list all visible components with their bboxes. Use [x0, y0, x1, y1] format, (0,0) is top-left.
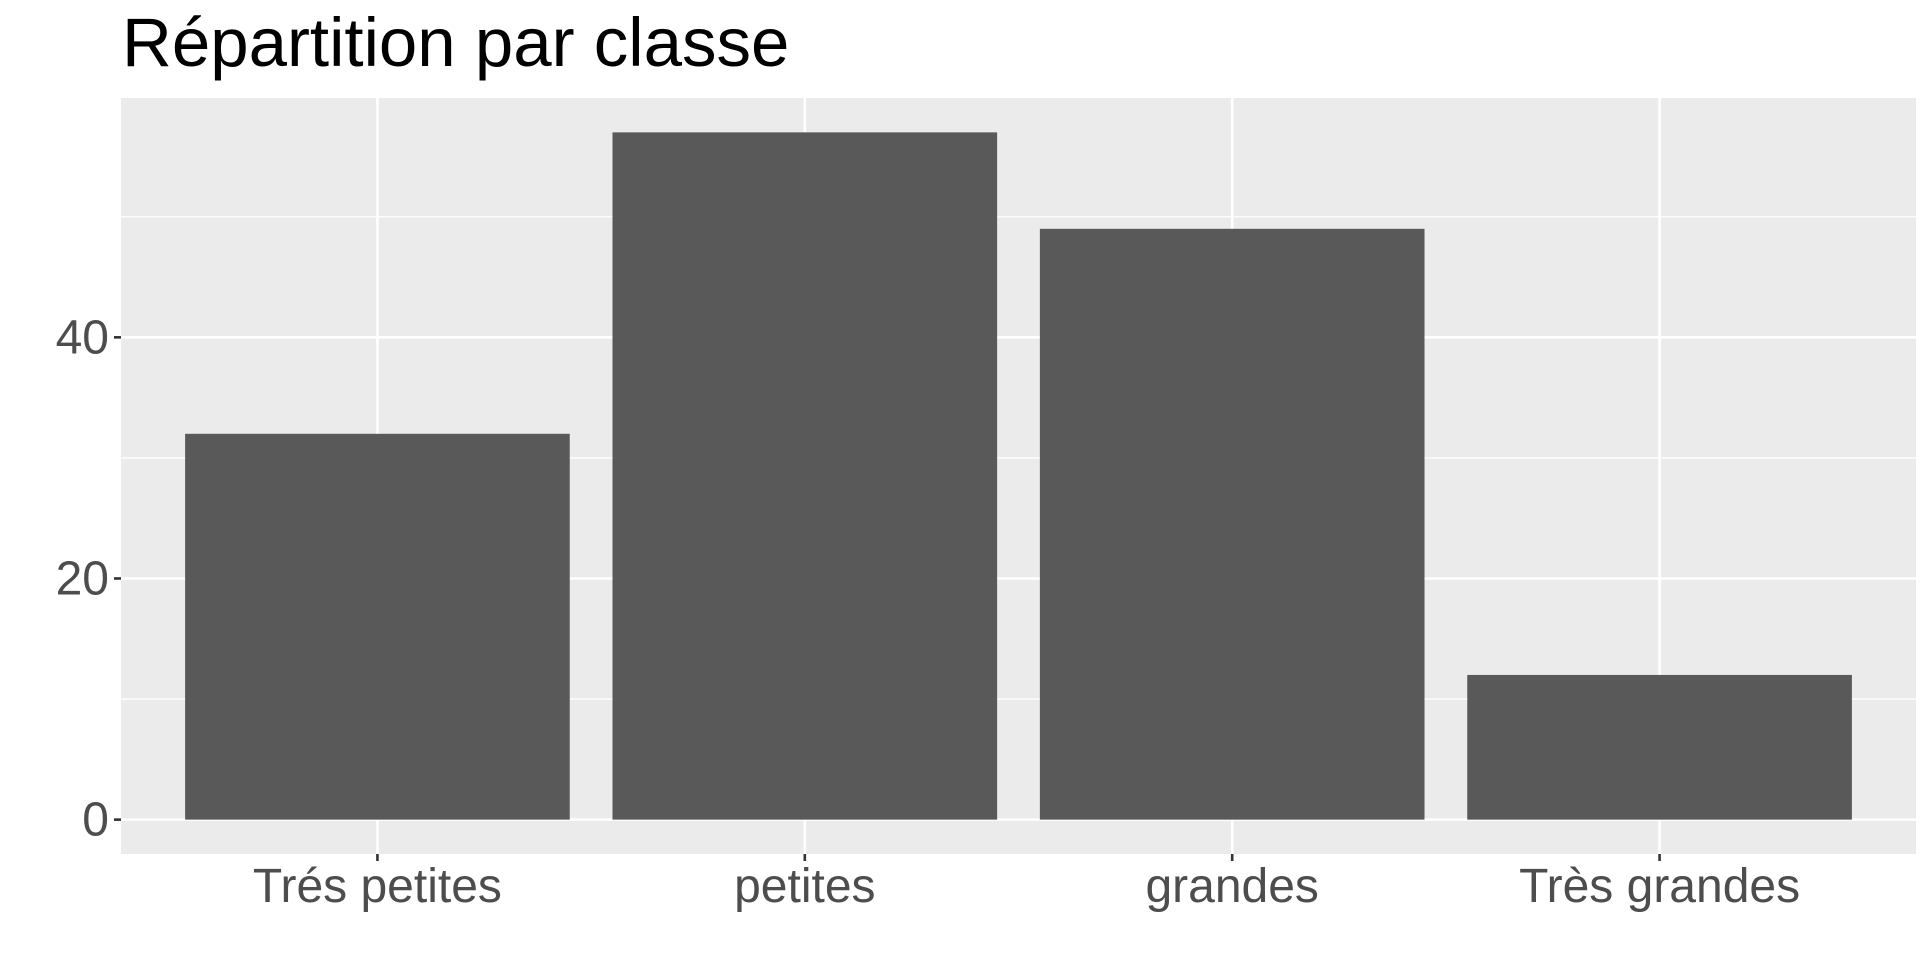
x-tick-label: petites — [734, 860, 875, 913]
bars-layer — [185, 132, 1852, 820]
x-tick-label: Trés petites — [253, 860, 502, 913]
x-tick-label: grandes — [1145, 860, 1318, 913]
bar — [1467, 674, 1852, 820]
bar — [1039, 228, 1425, 820]
bar — [185, 433, 570, 820]
x-tick-label: Très grandes — [1519, 860, 1800, 913]
y-axis: 0 20 40 — [56, 311, 121, 847]
y-tick-label: 0 — [82, 794, 109, 847]
x-axis: Trés petites petites grandes Très grandes — [253, 854, 1800, 913]
y-tick-label: 20 — [56, 552, 109, 605]
bar — [612, 132, 998, 820]
chart-title: Répartition par classe — [122, 4, 789, 81]
y-tick-label: 40 — [56, 311, 109, 364]
